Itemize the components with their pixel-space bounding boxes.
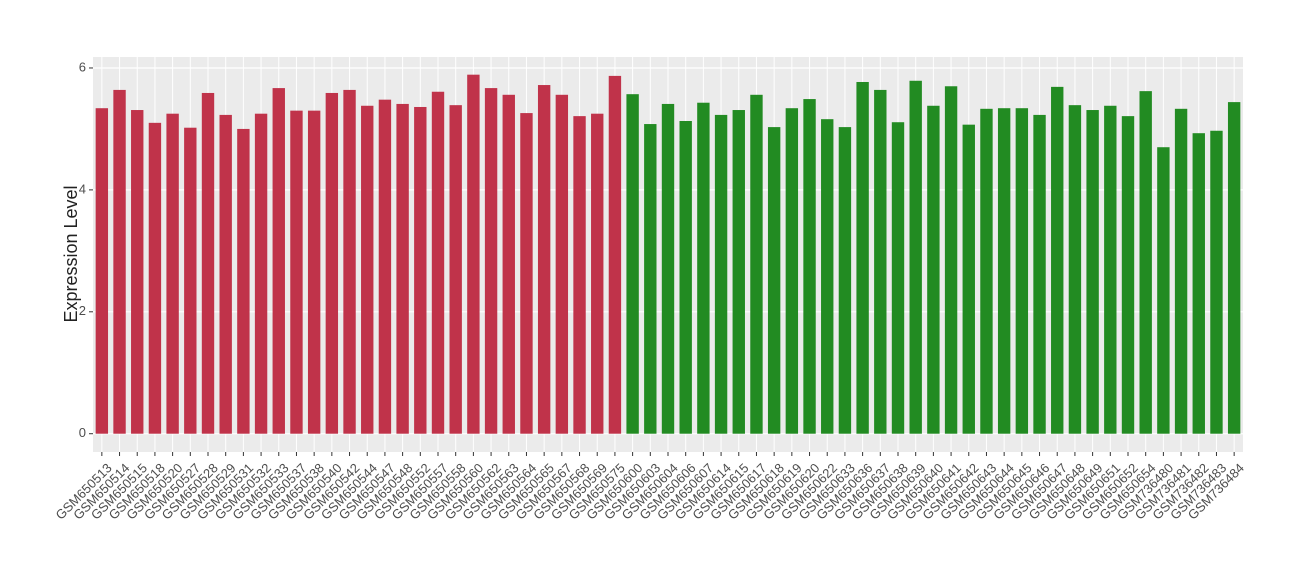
bar	[838, 127, 852, 434]
bar	[1104, 105, 1117, 434]
bar	[697, 102, 710, 434]
bar	[732, 110, 745, 434]
bar	[803, 99, 816, 434]
bar	[1227, 102, 1241, 434]
bar	[997, 108, 1011, 434]
bar	[343, 89, 356, 434]
bar	[361, 105, 374, 434]
y-tick-label: 4	[79, 181, 86, 196]
bar	[608, 75, 622, 434]
bar	[449, 105, 462, 434]
bar	[1157, 147, 1170, 434]
bar	[467, 74, 480, 434]
bar	[750, 94, 763, 434]
bar	[980, 108, 993, 434]
bar	[378, 99, 392, 434]
bar	[591, 113, 604, 434]
bar	[325, 92, 339, 434]
bar	[1033, 114, 1046, 434]
bar	[1192, 133, 1205, 434]
bar	[626, 94, 639, 434]
bar	[856, 81, 869, 434]
bar	[821, 119, 834, 434]
bar	[520, 113, 533, 434]
bar	[1068, 105, 1082, 434]
y-tick-label: 2	[79, 303, 86, 318]
bar	[714, 114, 728, 434]
bar	[254, 113, 268, 434]
bar	[148, 122, 162, 434]
bar	[307, 110, 321, 434]
bar	[1015, 108, 1029, 434]
bar	[396, 103, 409, 434]
bar	[891, 122, 905, 434]
bar	[1139, 91, 1152, 434]
bar	[201, 92, 215, 434]
bar	[944, 86, 958, 434]
bar	[909, 80, 922, 434]
bar	[502, 94, 515, 434]
bar	[679, 121, 692, 434]
bar	[537, 85, 551, 434]
bar	[644, 124, 657, 434]
y-tick-label: 0	[79, 425, 86, 440]
bar	[1210, 130, 1223, 434]
bar	[272, 88, 285, 434]
bar	[874, 89, 887, 434]
bar	[484, 88, 498, 434]
bar	[184, 127, 197, 434]
bar	[555, 94, 569, 434]
bar	[431, 91, 445, 434]
bar	[290, 110, 303, 434]
bar	[414, 106, 427, 434]
bar	[219, 114, 232, 434]
bar	[237, 128, 250, 434]
bar	[962, 124, 975, 434]
bar	[573, 116, 586, 434]
bar	[1174, 108, 1188, 434]
y-tick-label: 6	[79, 59, 86, 74]
bar	[113, 89, 126, 434]
bar	[785, 108, 799, 434]
bar	[767, 127, 781, 434]
bar	[1086, 110, 1099, 434]
y-axis-label: Expression Level	[61, 185, 81, 322]
bar	[131, 110, 144, 434]
bar	[927, 105, 940, 434]
bar	[1051, 86, 1064, 434]
bar	[1121, 116, 1135, 434]
bar	[661, 103, 675, 434]
bar	[95, 108, 109, 434]
bar	[166, 113, 179, 434]
